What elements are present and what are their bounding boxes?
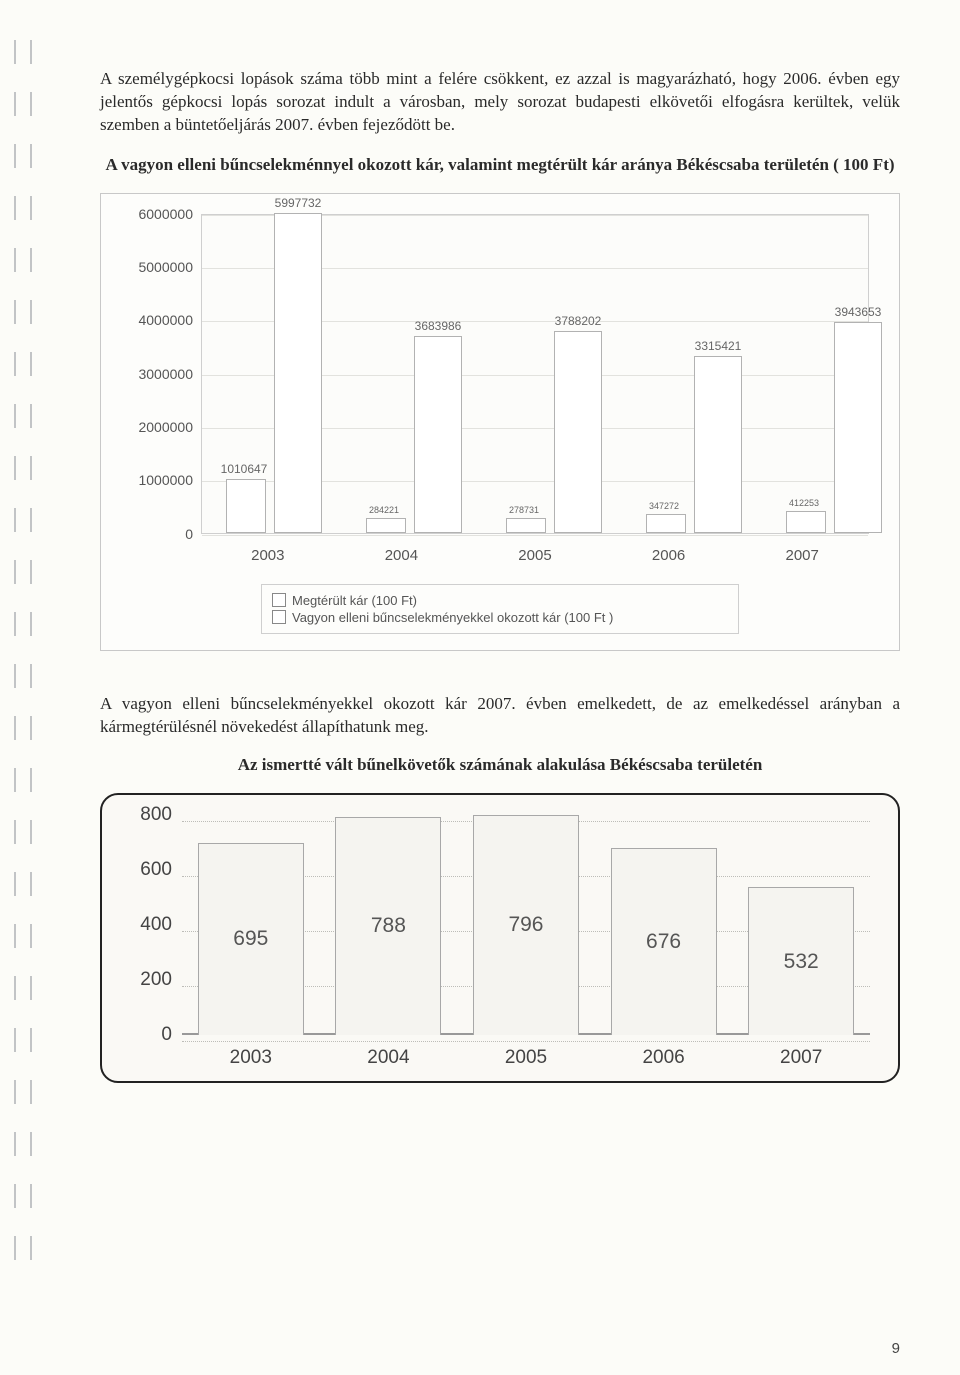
- chart2-xtick: 2004: [367, 1047, 409, 1069]
- chart1-legend: Megtérült kár (100 Ft) Vagyon elleni bűn…: [261, 584, 739, 634]
- chart1-bar-label: 5997732: [268, 196, 328, 210]
- legend-a-label: Megtérült kár (100 Ft): [292, 593, 417, 608]
- intro-paragraph: A személygépkocsi lopások száma több min…: [100, 68, 900, 137]
- chart1-bar-label: 3788202: [548, 314, 608, 328]
- chart1-ytick: 6000000: [123, 206, 193, 222]
- chart2-bar: 676: [611, 848, 717, 1035]
- chart2-bar-label: 796: [508, 913, 543, 937]
- chart2-ytick: 800: [120, 804, 172, 826]
- chart2-bar: 796: [473, 815, 579, 1035]
- mid-paragraph: A vagyon elleni bűncselekményekkel okozo…: [100, 693, 900, 739]
- chart2-bar: 532: [748, 887, 854, 1034]
- chart2-xtick: 2005: [505, 1047, 547, 1069]
- chart1-bar-label: 284221: [360, 505, 408, 515]
- chart2-bar-label: 788: [371, 914, 406, 938]
- chart1-bar-label: 3315421: [688, 339, 748, 353]
- chart2-frame: 695 788 796 676 532 2003 2004 2005 2006 2007 0 20…: [100, 793, 900, 1083]
- chart1-xtick: 2007: [785, 547, 818, 564]
- chart1-xtick: 2003: [251, 547, 284, 564]
- legend-box-icon: [272, 593, 286, 607]
- chart2-bar: 695: [198, 843, 304, 1035]
- chart1-title: A vagyon elleni bűncselekménnyel okozott…: [100, 155, 900, 175]
- chart1-ytick: 4000000: [123, 312, 193, 328]
- chart2-bar-label: 695: [233, 927, 268, 951]
- chart2-bar-label: 532: [784, 950, 819, 974]
- chart1-xtick: 2005: [518, 547, 551, 564]
- chart2-bar: 788: [335, 817, 441, 1035]
- chart1-bar-recovered: [506, 518, 546, 533]
- chart1-bar-label: 412253: [780, 498, 828, 508]
- chart1-ytick: 5000000: [123, 259, 193, 275]
- chart1-bar-damage: [834, 322, 882, 532]
- chart1-bar-label: 278731: [500, 505, 548, 515]
- page-number: 9: [892, 1340, 900, 1357]
- legend-b-label: Vagyon elleni bűncselekményekkel okozott…: [292, 610, 613, 625]
- chart2-title: Az ismertté vált bűnelkövetők számának a…: [100, 755, 900, 775]
- chart1-ytick: 0: [123, 526, 193, 542]
- chart1-bar-damage: [554, 331, 602, 533]
- chart1-ytick: 2000000: [123, 419, 193, 435]
- binder-marks: [14, 40, 32, 1260]
- chart1-bar-label: 347272: [640, 501, 688, 511]
- legend-box-icon: [272, 610, 286, 624]
- chart1-bar-damage: [694, 356, 742, 533]
- chart2-ytick: 400: [120, 914, 172, 936]
- chart2: 695 788 796 676 532 2003 2004 2005 2006 2007 0 20…: [120, 809, 880, 1069]
- chart1-bar-label: 3943653: [828, 305, 888, 319]
- chart1-frame: 1010647 5997732 284221 3683986 278731 3788202…: [100, 193, 900, 651]
- chart1-bar-recovered: [366, 518, 406, 533]
- chart1-bar-recovered: [786, 511, 826, 533]
- chart2-ytick: 200: [120, 969, 172, 991]
- chart1-bar-recovered: [226, 479, 266, 533]
- chart1-xtick: 2004: [385, 547, 418, 564]
- chart1-bar-recovered: [646, 514, 686, 533]
- chart1-ytick: 1000000: [123, 472, 193, 488]
- chart2-ytick: 600: [120, 859, 172, 881]
- chart1-bar-label: 1010647: [220, 462, 268, 476]
- chart1-bar-damage: [274, 213, 322, 533]
- chart1: 1010647599773228422136839862787313788202…: [111, 204, 889, 644]
- chart1-bar-label: 3683986: [408, 319, 468, 333]
- chart2-xtick: 2007: [780, 1047, 822, 1069]
- chart2-ytick: 0: [120, 1024, 172, 1046]
- chart2-xtick: 2003: [230, 1047, 272, 1069]
- chart1-xtick: 2006: [652, 547, 685, 564]
- chart2-bar-label: 676: [646, 930, 681, 954]
- chart1-ytick: 3000000: [123, 366, 193, 382]
- chart1-bar-damage: [414, 336, 462, 532]
- chart2-xtick: 2006: [642, 1047, 684, 1069]
